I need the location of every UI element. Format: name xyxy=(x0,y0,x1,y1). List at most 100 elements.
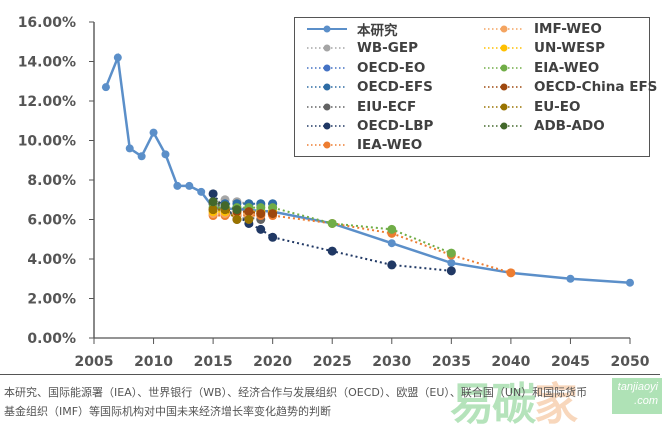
x-tick-label: 2030 xyxy=(372,354,411,370)
legend-swatch-icon xyxy=(484,83,524,91)
data-point xyxy=(173,181,182,190)
y-tick-label: 16.00% xyxy=(18,15,76,31)
legend-label: ADB-ADO xyxy=(534,118,605,134)
data-point xyxy=(446,266,456,276)
axes: 0.00% 2.00% 4.00% 6.00% 8.00% 10.00% 12.00% 14.… xyxy=(18,15,650,370)
data-point xyxy=(387,260,397,270)
legend-label: IMF-WEO xyxy=(534,21,602,37)
data-point xyxy=(125,144,134,153)
legend-label: EIU-ECF xyxy=(357,98,417,115)
legend-swatch-icon xyxy=(484,122,524,130)
legend-marker xyxy=(323,25,331,33)
data-point xyxy=(387,239,396,248)
series-line xyxy=(213,214,512,274)
y-tick-label: 8.00% xyxy=(27,173,76,189)
legend-marker xyxy=(323,83,331,91)
x-tick-label: 2020 xyxy=(253,354,292,370)
legend-swatch-icon xyxy=(484,44,524,52)
data-point xyxy=(256,209,266,219)
legend-item: OECD-EO xyxy=(305,58,425,78)
legend-item: OECD-EFS xyxy=(305,77,433,97)
x-tick-label: 2045 xyxy=(551,354,590,370)
y-tick-label: 4.00% xyxy=(27,252,76,268)
legend-swatch-icon xyxy=(307,25,347,33)
legend-item: EIA-WEO xyxy=(482,58,599,78)
data-point xyxy=(327,218,337,228)
data-point xyxy=(149,128,158,137)
data-point xyxy=(113,53,122,62)
watermark-text-green: 易碳 xyxy=(450,379,536,430)
legend-item: OECD-China EFS xyxy=(482,77,657,97)
legend-marker xyxy=(323,64,331,72)
legend-item: UN-WESP xyxy=(482,38,605,58)
watermark-badge-top: tanjiaoyi xyxy=(617,381,658,393)
data-point xyxy=(447,258,456,267)
legend-item: EIU-ECF xyxy=(305,97,416,117)
data-point xyxy=(137,152,146,161)
legend-label: IEA-WEO xyxy=(357,137,423,154)
data-point xyxy=(566,274,575,283)
series-6 xyxy=(208,211,516,278)
legend-item: IMF-WEO xyxy=(482,19,602,39)
data-point xyxy=(101,83,110,92)
data-point xyxy=(220,201,230,211)
legend-marker xyxy=(323,122,331,130)
legend-label: 本研究 xyxy=(357,23,398,39)
data-point xyxy=(268,232,278,242)
legend-marker xyxy=(500,64,508,72)
series-12 xyxy=(208,197,242,215)
x-tick-label: 2050 xyxy=(611,354,650,370)
x-tick-label: 2035 xyxy=(432,354,471,370)
data-point xyxy=(208,189,218,199)
legend-marker xyxy=(500,83,508,91)
legend-marker xyxy=(500,103,508,111)
legend: 本研究 WB-GEP OECD-EO OECD-EFS EIU-ECF OECD-LBP I… xyxy=(294,17,657,157)
legend-label: OECD-China EFS xyxy=(534,79,658,96)
data-point xyxy=(208,205,218,215)
y-tick-label: 12.00% xyxy=(18,94,76,110)
x-tick-label: 2025 xyxy=(313,354,352,370)
legend-swatch-icon xyxy=(307,83,347,91)
x-tick-label: 2040 xyxy=(491,354,530,370)
y-tick-label: 2.00% xyxy=(27,292,76,308)
data-point xyxy=(244,207,254,217)
y-tick-label: 6.00% xyxy=(27,213,76,229)
watermark-logo: 易碳家 xyxy=(450,368,578,432)
y-tick-label: 10.00% xyxy=(18,134,76,150)
legend-label: OECD-EFS xyxy=(357,79,433,96)
legend-swatch-icon xyxy=(484,25,524,33)
legend-label: OECD-LBP xyxy=(357,118,434,134)
legend-swatch-icon xyxy=(307,122,347,130)
x-tick-label: 2010 xyxy=(134,354,173,370)
legend-marker xyxy=(323,141,331,149)
caption-line-2: 基金组织（IMF）等国际机构对中国未来经济增长率变化趋势的判断 xyxy=(4,405,332,418)
legend-swatch-icon xyxy=(307,44,347,52)
figure-caption: 本研究、国际能源署（IEA）、世界银行（WB）、经济合作与发展组织（OECD）、… xyxy=(4,383,664,421)
data-point xyxy=(232,205,242,215)
legend-item: 本研究 xyxy=(305,19,398,39)
legend-item: IEA-WEO xyxy=(305,135,422,155)
data-point xyxy=(185,181,194,190)
data-point xyxy=(232,215,242,224)
y-tick-label: 14.00% xyxy=(18,55,76,71)
legend-marker xyxy=(500,25,508,33)
legend-item: ADB-ADO xyxy=(482,116,605,136)
x-tick-label: 2005 xyxy=(75,354,114,370)
legend-marker xyxy=(500,44,508,52)
line-chart: 0.00% 2.00% 4.00% 6.00% 8.00% 10.00% 12.00% 14.… xyxy=(18,15,650,370)
legend-swatch-icon xyxy=(307,64,347,72)
legend-swatch-icon xyxy=(484,64,524,72)
legend-swatch-icon xyxy=(307,103,347,111)
data-point xyxy=(197,187,206,196)
watermark-badge-bottom: .com xyxy=(634,395,658,407)
legend-label: EU-EO xyxy=(534,98,581,115)
legend-label: UN-WESP xyxy=(534,40,605,57)
data-point xyxy=(256,224,266,234)
data-point xyxy=(208,197,218,207)
y-tick-label: 0.00% xyxy=(27,331,76,347)
data-point xyxy=(268,209,278,219)
divider xyxy=(0,374,660,375)
watermark-badge: tanjiaoyi .com xyxy=(612,378,662,414)
legend-marker xyxy=(323,44,331,52)
data-point xyxy=(161,150,170,159)
